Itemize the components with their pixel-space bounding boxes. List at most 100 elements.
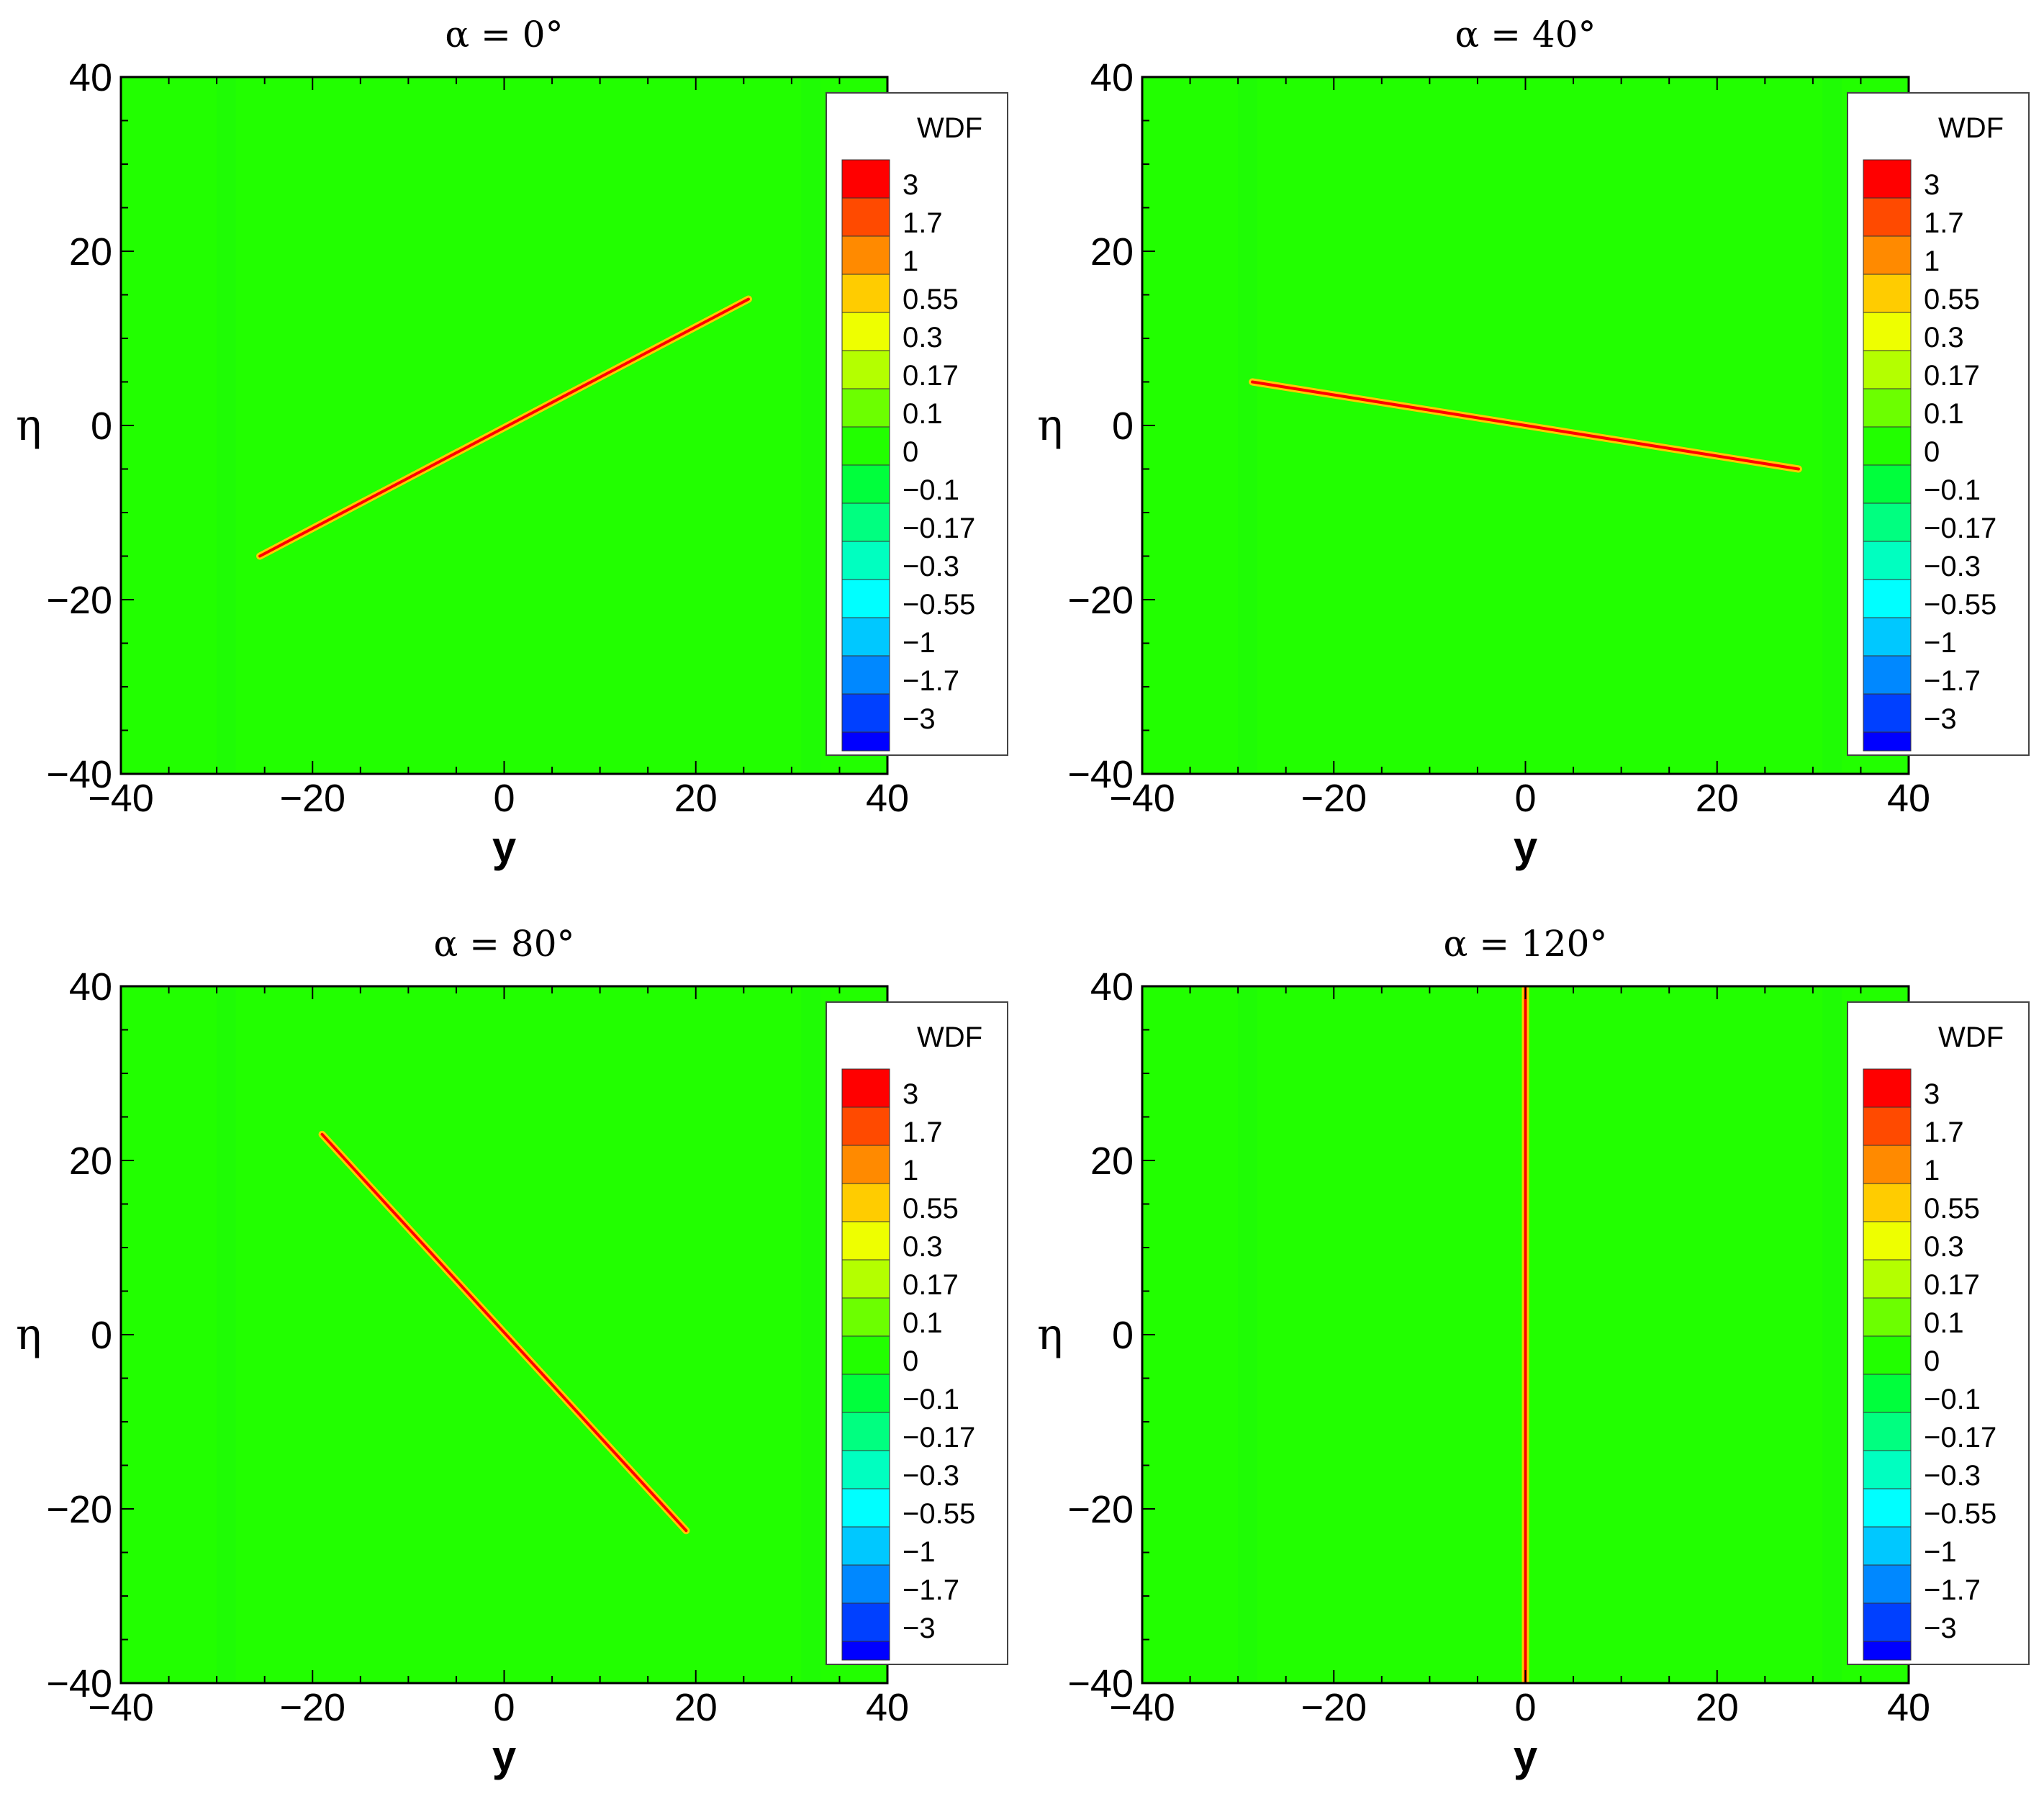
- legend-label: −0.3: [1924, 551, 1981, 582]
- x-axis-label: y: [492, 823, 517, 871]
- x-tick-label: −20: [279, 1686, 345, 1729]
- legend-swatch: [841, 693, 890, 733]
- legend-label: 1.7: [1924, 207, 1964, 239]
- panel-title: α = 40°: [1455, 14, 1596, 55]
- legend-label: −0.17: [903, 513, 975, 544]
- field-band: [217, 986, 236, 1683]
- field-band: [801, 77, 820, 774]
- panel-1: α = 0° −40 −20 0 20 40 −40 −20 0 20 40 y η WDF 3 1.7 1 0.…: [16, 14, 1008, 871]
- x-tick-label: −20: [1301, 777, 1367, 820]
- legend-swatch: [1863, 1068, 1912, 1108]
- y-tick-label: −40: [1067, 753, 1134, 796]
- y-axis-label: η: [16, 1309, 42, 1360]
- legend-label: 0.3: [903, 322, 943, 353]
- legend-label: −1.7: [903, 1574, 959, 1606]
- legend-label: 0.17: [903, 1269, 959, 1301]
- legend-label: −0.3: [903, 551, 959, 582]
- x-tick-label: 20: [674, 1686, 718, 1729]
- legend-swatch: [1863, 1450, 1912, 1489]
- y-axis-label: η: [1037, 400, 1063, 451]
- legend-swatch: [1863, 1564, 1912, 1604]
- x-tick-label: 0: [1514, 1686, 1536, 1729]
- wdf-ridge: [258, 297, 750, 558]
- legend-swatch: [841, 1068, 890, 1108]
- legend-swatch: [841, 1564, 890, 1604]
- legend-swatch: [841, 579, 890, 618]
- legend-label: −0.17: [1924, 513, 1996, 544]
- wdf-ridge: [320, 1132, 688, 1533]
- legend-swatch: [1863, 541, 1912, 580]
- legend-swatch: [841, 1641, 890, 1661]
- plot-area: [1142, 986, 1909, 1683]
- legend-swatch: [1863, 1412, 1912, 1451]
- x-tick-label: 0: [1514, 777, 1536, 820]
- legend: WDF 3 1.7 1 0.55 0.3 0.17 0.1 0 −0.1 −0.17 −0.3 −0.5…: [826, 1001, 1008, 1665]
- legend-label: −0.55: [903, 589, 975, 621]
- legend-swatch: [1863, 617, 1912, 657]
- x-tick-label: −40: [88, 1686, 154, 1729]
- legend-swatch: [841, 1374, 890, 1413]
- y-tick-label: −40: [46, 1662, 112, 1705]
- legend-label: 3: [1924, 169, 1940, 201]
- legend-label: −1.7: [1924, 1574, 1981, 1606]
- y-axis-label: η: [16, 400, 42, 451]
- x-tick-label: 40: [866, 1686, 909, 1729]
- y-tick-label: −40: [46, 753, 112, 796]
- legend-label: 1: [1924, 245, 1940, 277]
- legend-label: 1.7: [1924, 1117, 1964, 1148]
- legend-label: 3: [1924, 1078, 1940, 1110]
- x-tick-label: 20: [1696, 1686, 1739, 1729]
- legend-label: −0.3: [1924, 1460, 1981, 1492]
- legend-swatch: [1863, 1602, 1912, 1642]
- legend-label: 1: [1924, 1155, 1940, 1186]
- legend-label: 1.7: [903, 207, 943, 239]
- legend-swatch: [1863, 502, 1912, 542]
- legend-swatch: [1863, 1526, 1912, 1566]
- legend-title: WDF: [917, 1022, 982, 1053]
- y-tick-label: −20: [46, 1488, 112, 1531]
- legend-swatch: [1863, 1335, 1912, 1375]
- legend-label: 0.55: [1924, 1193, 1980, 1225]
- legend-swatch: [841, 541, 890, 580]
- x-tick-label: −40: [88, 777, 154, 820]
- legend-label: 0.55: [903, 1193, 959, 1225]
- legend-label: −0.55: [903, 1498, 975, 1530]
- legend-swatch: [1863, 312, 1912, 351]
- legend-swatch: [841, 1450, 890, 1489]
- legend: WDF 3 1.7 1 0.55 0.3 0.17 0.1 0 −0.1 −0.17 −0.3 −0.5…: [1847, 1001, 2030, 1665]
- panel-4: α = 120° −40 −20 0 20 40 −40 −20 0 20 40 y η WDF 3 1.7 1…: [1037, 923, 2030, 1780]
- legend-swatch: [1863, 197, 1912, 237]
- plot-area: [121, 77, 887, 774]
- legend-label: 0.3: [1924, 1231, 1964, 1263]
- x-axis-label: y: [1514, 1732, 1538, 1780]
- legend-label: −0.17: [1924, 1422, 1996, 1453]
- legend-label: −1: [1924, 1536, 1957, 1568]
- field-band: [801, 986, 820, 1683]
- legend-swatch: [841, 1412, 890, 1451]
- legend-swatch: [841, 350, 890, 389]
- legend-label: 1.7: [903, 1117, 943, 1148]
- legend-title: WDF: [1938, 1022, 2004, 1053]
- legend-label: 0.17: [1924, 1269, 1980, 1301]
- legend-swatch: [841, 1259, 890, 1299]
- panel-3: α = 80° −40 −20 0 20 40 −40 −20 0 20 40 y η WDF 3 1.7 1 0…: [16, 923, 1008, 1780]
- legend-swatch: [1863, 235, 1912, 275]
- panel-title: α = 0°: [445, 14, 563, 55]
- legend-label: 0: [1924, 436, 1940, 468]
- x-tick-label: 0: [493, 1686, 515, 1729]
- legend-swatch: [841, 655, 890, 695]
- wdf-ridge: [1251, 380, 1800, 471]
- field-band: [1822, 986, 1842, 1683]
- legend: WDF 3 1.7 1 0.55 0.3 0.17 0.1 0 −0.1 −0.17 −0.3 −0.5…: [826, 92, 1008, 756]
- legend-label: −1: [1924, 627, 1957, 659]
- legend-swatch: [1863, 655, 1912, 695]
- legend-swatch: [841, 1335, 890, 1375]
- legend-swatch: [1863, 1488, 1912, 1528]
- legend-swatch: [841, 1145, 890, 1184]
- panel-2: α = 40° −40 −20 0 20 40 −40 −20 0 20 40 y η WDF 3 1.7 1 0…: [1037, 14, 2030, 871]
- legend-label: 3: [903, 1078, 918, 1110]
- field-band: [1822, 77, 1842, 774]
- legend-swatch: [841, 197, 890, 237]
- x-tick-label: 0: [493, 777, 515, 820]
